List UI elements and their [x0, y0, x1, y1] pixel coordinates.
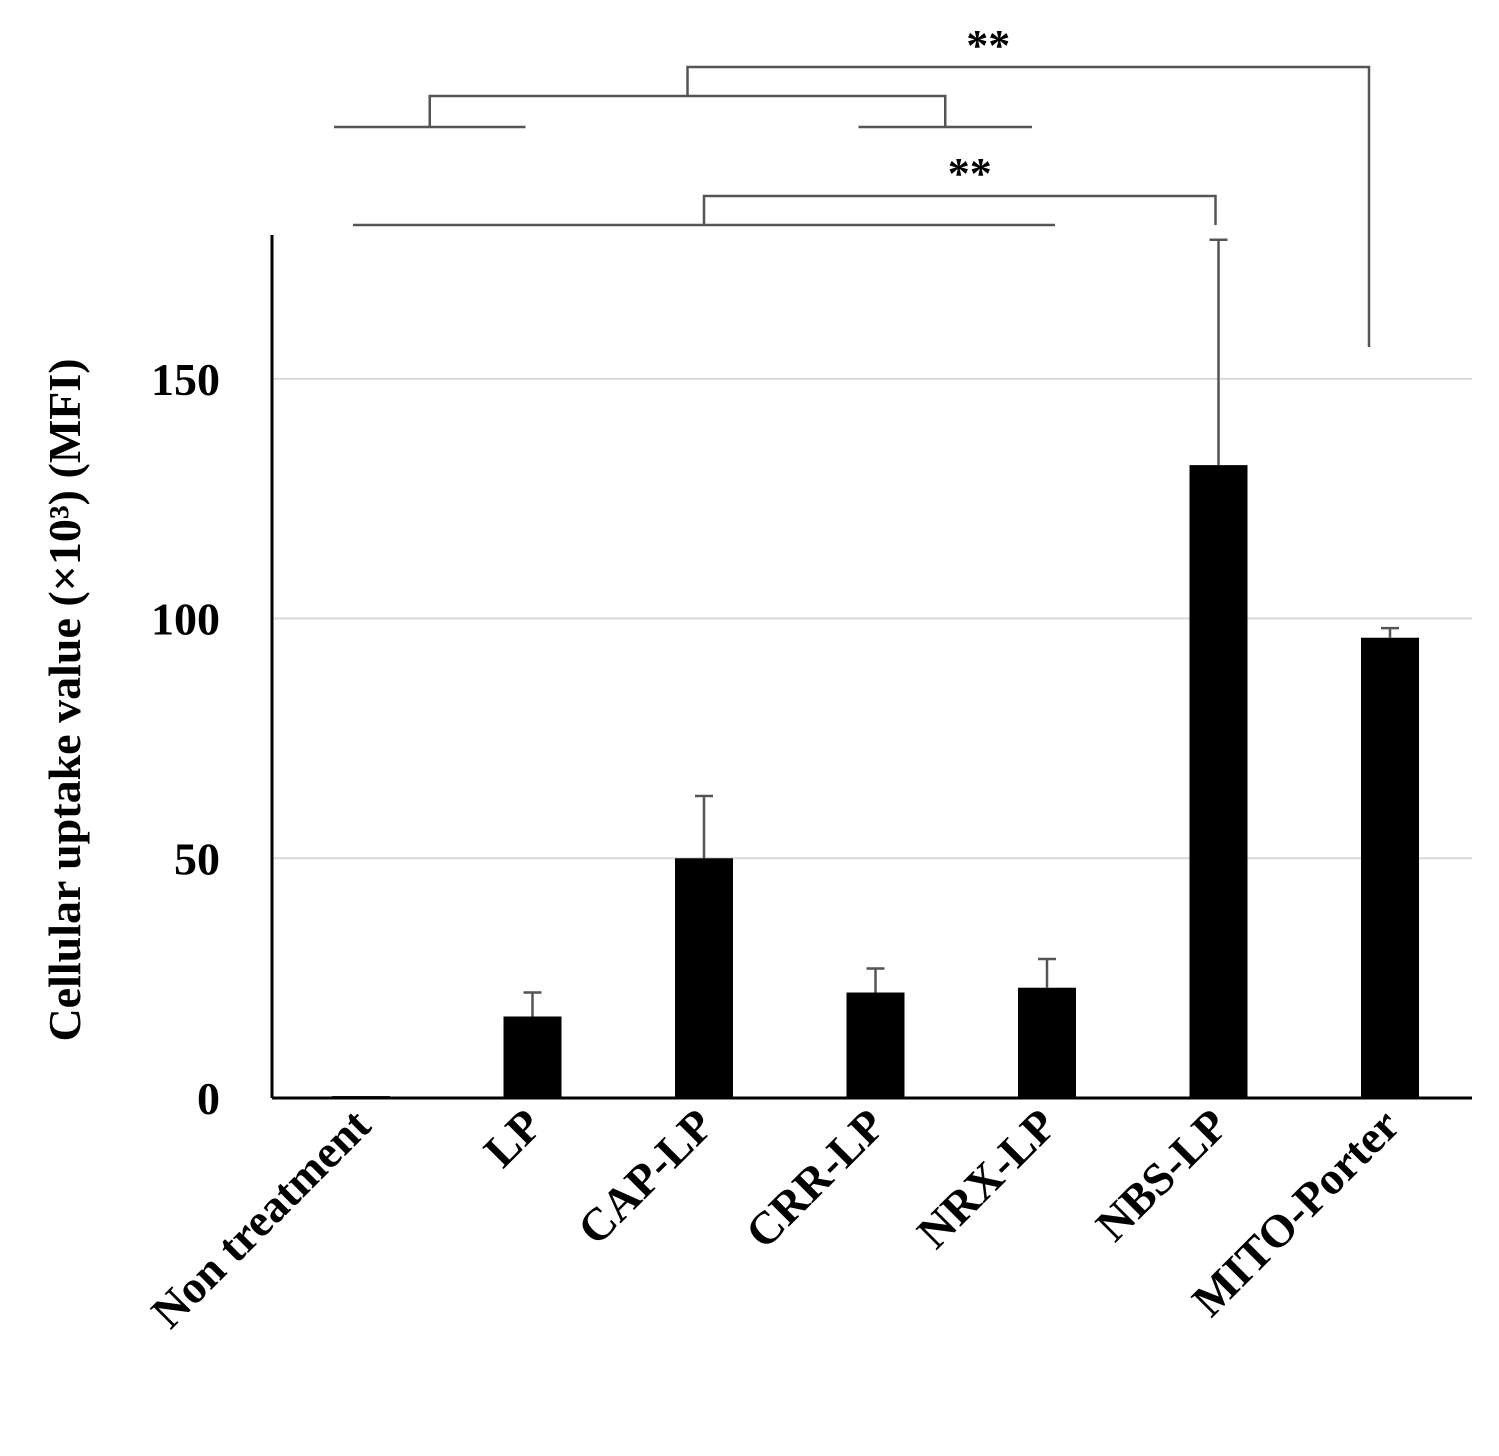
category-label-crr-lp: CRR-LP	[736, 1099, 895, 1258]
axes	[270, 235, 1472, 1100]
category-label-cap-lp: CAP-LP	[568, 1099, 723, 1254]
error-bar-nbs-lp	[1209, 238, 1228, 466]
error-bars	[523, 238, 1399, 1017]
error-bar-crr-lp	[866, 967, 885, 993]
category-label-nrx-lp: NRX-LP	[907, 1099, 1066, 1258]
category-label-lp: LP	[474, 1099, 552, 1177]
y-axis-title: Cellular uptake value (×10³) (MFI)	[39, 358, 90, 1041]
category-label-non-treatment: Non treatment	[141, 1099, 380, 1338]
category-label-nbs-lp: NBS-LP	[1086, 1099, 1238, 1251]
error-bar-cap-lp	[695, 794, 713, 859]
significance-bracket-1	[334, 65, 1371, 347]
bars	[332, 465, 1419, 1099]
y-tick-label-100: 100	[151, 594, 220, 645]
bar-nbs-lp	[1189, 465, 1248, 1099]
significance-bracket-2	[353, 194, 1217, 227]
significance-brackets: ** **	[334, 21, 1371, 347]
bar-crr-lp	[846, 992, 905, 1098]
y-tick-label-0: 0	[197, 1073, 220, 1124]
error-bar-mito-porter	[1381, 626, 1399, 638]
error-bar-nrx-lp	[1038, 957, 1056, 988]
grid-lines	[272, 377, 1472, 860]
category-labels: Non treatment LP CAP-LP CRR-LP NRX-LP NBS-LPM…	[141, 1099, 1409, 1338]
y-tick-labels: 0 50 100 150	[151, 354, 220, 1124]
error-bar-lp	[523, 991, 542, 1017]
bar-mito-porter	[1361, 637, 1419, 1098]
y-tick-label-150: 150	[151, 354, 220, 405]
significance-label-1: **	[966, 21, 1010, 70]
y-tick-label-50: 50	[174, 833, 220, 884]
significance-label-2: **	[948, 149, 992, 198]
bar-cap-lp	[675, 858, 733, 1098]
bar-lp	[503, 1016, 562, 1098]
bar-nrx-lp	[1018, 987, 1076, 1098]
